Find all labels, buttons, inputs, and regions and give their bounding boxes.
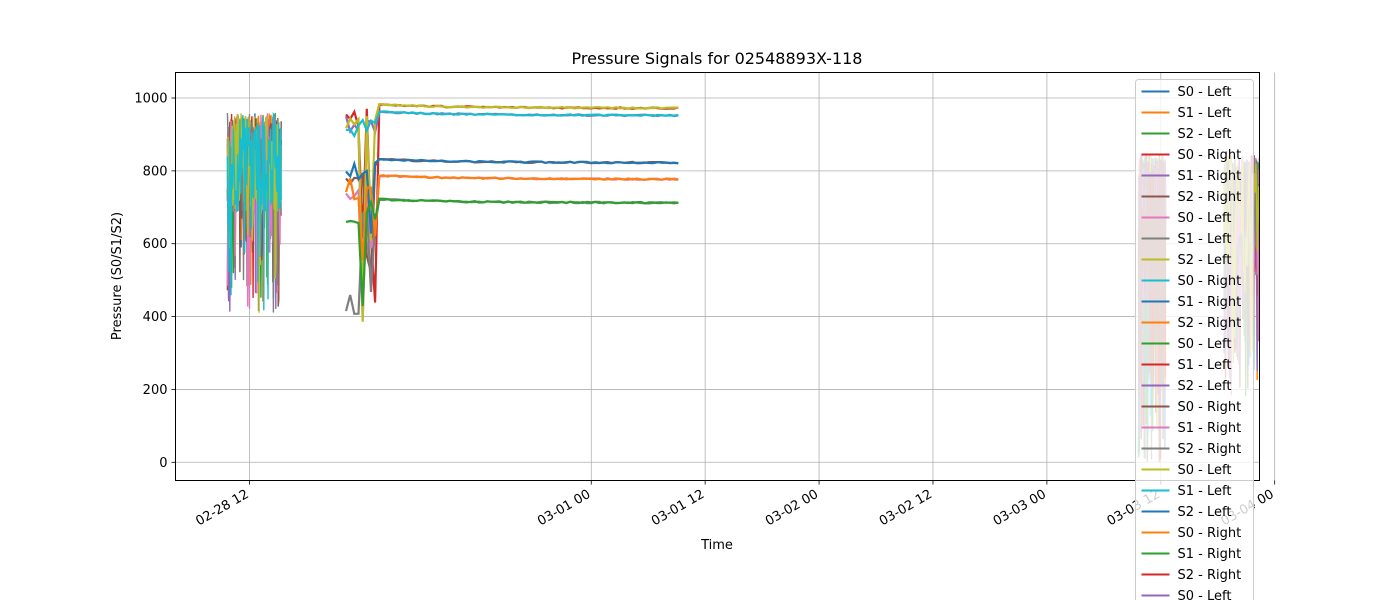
legend-entry: S2 - Left — [1178, 379, 1232, 394]
series-line — [344, 174, 679, 261]
series-line — [345, 174, 679, 322]
x-axis: 02-28 12 03-01 00 03-01 12 03-02 00 03-02 12… — [193, 480, 1277, 529]
y-tick-label: 400 — [143, 310, 168, 325]
legend-entry: S0 - Right — [1178, 400, 1242, 415]
legend-entry: S1 - Left — [1178, 358, 1232, 373]
chart-title: Pressure Signals for 02548893X-118 — [572, 49, 863, 68]
y-tick-label: 0 — [159, 456, 167, 471]
legend-entry: S1 - Right — [1178, 295, 1242, 310]
series-line — [344, 102, 679, 322]
legend-entry: S0 - Left — [1178, 85, 1232, 100]
x-tick-label: 03-03 00 — [991, 487, 1049, 529]
legend-entry: S2 - Right — [1178, 316, 1242, 331]
axes-frame — [175, 72, 1260, 481]
legend-entry: S0 - Left — [1178, 589, 1232, 600]
x-tick-label: 03-01 00 — [535, 487, 593, 529]
legend-entry: S2 - Left — [1178, 505, 1232, 520]
legend-entry: S1 - Right — [1178, 547, 1242, 562]
legend-entry: S0 - Right — [1178, 148, 1242, 163]
plot-area — [226, 102, 1260, 462]
series-line — [344, 198, 679, 315]
legend-entry: S0 - Left — [1178, 337, 1232, 352]
legend-entry: S2 - Left — [1178, 253, 1232, 268]
legend-entry: S0 - Left — [1178, 211, 1232, 226]
legend-entry: S0 - Right — [1178, 274, 1242, 289]
legend-entry: S1 - Left — [1178, 484, 1232, 499]
y-tick-label: 1000 — [134, 92, 167, 107]
y-tick-label: 200 — [143, 383, 168, 398]
x-tick-label: 03-01 12 — [649, 487, 707, 529]
legend-entry: S2 - Right — [1178, 190, 1242, 205]
series-line — [345, 158, 679, 234]
legend-entry: S0 - Left — [1178, 463, 1232, 478]
x-tick-label: 03-02 00 — [763, 487, 821, 529]
y-tick-label: 600 — [143, 237, 168, 252]
grid — [175, 72, 1276, 481]
series-line — [226, 111, 282, 311]
legend-entry: S2 - Right — [1178, 442, 1242, 457]
legend-entry: S1 - Right — [1178, 421, 1242, 436]
legend-entry: S1 - Left — [1178, 106, 1232, 121]
y-tick-label: 800 — [143, 164, 168, 179]
x-tick-label: 02-28 12 — [193, 487, 251, 529]
legend: S0 - Left S1 - Left S2 - Left S0 - Right S1 … — [1135, 79, 1254, 600]
legend-entry: S2 - Right — [1178, 568, 1242, 583]
y-axis: 0 200 400 600 800 1000 — [134, 92, 176, 471]
x-tick-label: 03-02 12 — [877, 487, 935, 529]
legend-entry: S2 - Left — [1178, 127, 1232, 142]
legend-entry: S1 - Left — [1178, 232, 1232, 247]
x-axis-label: Time — [700, 538, 733, 553]
y-axis-label: Pressure (S0/S1/S2) — [110, 212, 125, 340]
series-line — [345, 110, 679, 139]
legend-entry: S0 - Right — [1178, 526, 1242, 541]
series-line — [345, 197, 679, 306]
legend-entry: S1 - Right — [1178, 169, 1242, 184]
series-line — [344, 110, 679, 315]
